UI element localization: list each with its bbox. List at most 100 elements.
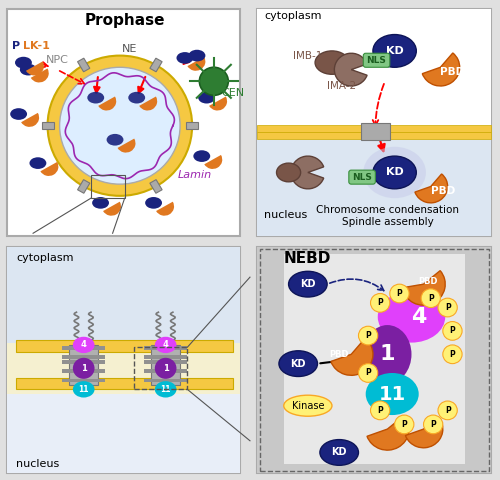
Text: Kinase: Kinase xyxy=(292,401,324,411)
Bar xyxy=(144,346,188,349)
Wedge shape xyxy=(98,96,116,110)
Ellipse shape xyxy=(15,57,32,69)
Text: IMB-1: IMB-1 xyxy=(293,50,322,60)
Bar xyxy=(144,379,188,383)
Ellipse shape xyxy=(128,92,145,104)
Wedge shape xyxy=(291,156,324,189)
Wedge shape xyxy=(415,174,448,203)
Text: 11: 11 xyxy=(160,385,171,394)
Text: Lamin: Lamin xyxy=(178,170,212,180)
Ellipse shape xyxy=(320,440,358,465)
Ellipse shape xyxy=(373,35,416,67)
Wedge shape xyxy=(334,53,367,86)
Text: 4: 4 xyxy=(162,340,168,349)
Bar xyxy=(16,340,233,352)
Text: P: P xyxy=(365,369,371,377)
Text: PBD: PBD xyxy=(440,67,464,77)
Circle shape xyxy=(390,284,409,303)
Circle shape xyxy=(394,415,414,434)
FancyBboxPatch shape xyxy=(349,170,376,184)
Text: Spindle assembly: Spindle assembly xyxy=(342,216,434,227)
Ellipse shape xyxy=(73,337,94,353)
Circle shape xyxy=(200,67,228,96)
Text: P: P xyxy=(445,303,450,312)
Ellipse shape xyxy=(315,51,349,74)
Text: 11: 11 xyxy=(78,385,89,394)
Text: PBD: PBD xyxy=(418,277,438,287)
Circle shape xyxy=(443,345,462,364)
Ellipse shape xyxy=(92,197,109,209)
Wedge shape xyxy=(367,416,409,450)
Text: 4: 4 xyxy=(81,340,86,349)
Text: KD: KD xyxy=(300,279,316,289)
Circle shape xyxy=(424,415,443,434)
Ellipse shape xyxy=(155,381,176,397)
Ellipse shape xyxy=(73,381,94,397)
Ellipse shape xyxy=(106,134,124,145)
Text: P: P xyxy=(450,350,456,359)
Text: Prophase: Prophase xyxy=(84,13,165,28)
Ellipse shape xyxy=(378,291,445,343)
Bar xyxy=(62,346,106,349)
Wedge shape xyxy=(139,96,157,110)
Ellipse shape xyxy=(284,395,332,416)
Wedge shape xyxy=(118,139,136,153)
Bar xyxy=(144,370,188,373)
Wedge shape xyxy=(31,69,49,83)
Text: NE: NE xyxy=(122,44,137,54)
Text: 11: 11 xyxy=(378,384,406,404)
Ellipse shape xyxy=(176,52,194,64)
Ellipse shape xyxy=(155,337,176,353)
Circle shape xyxy=(421,289,440,308)
Text: NEBD: NEBD xyxy=(284,251,331,266)
Ellipse shape xyxy=(366,373,418,415)
Bar xyxy=(78,58,90,72)
Bar xyxy=(6,343,240,394)
Text: 4: 4 xyxy=(411,307,426,327)
Text: 1: 1 xyxy=(81,364,86,373)
Wedge shape xyxy=(209,96,227,110)
Text: P: P xyxy=(378,299,383,307)
Bar xyxy=(144,360,188,364)
Ellipse shape xyxy=(194,150,210,162)
Bar xyxy=(78,180,90,193)
Ellipse shape xyxy=(30,157,46,169)
Bar xyxy=(134,347,188,389)
Bar xyxy=(257,124,491,132)
Ellipse shape xyxy=(373,156,416,189)
Bar xyxy=(361,123,390,140)
Ellipse shape xyxy=(10,108,27,120)
Text: NLS: NLS xyxy=(352,173,372,181)
Text: ΚD: ΚD xyxy=(332,447,347,457)
Text: PBD: PBD xyxy=(430,186,455,196)
Wedge shape xyxy=(402,271,445,305)
Text: P: P xyxy=(365,331,371,340)
Bar xyxy=(257,133,491,236)
Circle shape xyxy=(370,401,390,420)
Bar xyxy=(144,356,188,359)
Text: P: P xyxy=(402,420,407,429)
Ellipse shape xyxy=(48,56,192,196)
Bar xyxy=(186,122,198,129)
Ellipse shape xyxy=(188,50,206,61)
Text: P: P xyxy=(450,326,456,336)
Text: P: P xyxy=(12,41,20,51)
Ellipse shape xyxy=(20,64,36,75)
Bar xyxy=(257,9,491,133)
FancyBboxPatch shape xyxy=(6,9,240,236)
Bar xyxy=(42,122,54,129)
Ellipse shape xyxy=(198,92,215,104)
Bar xyxy=(6,247,240,347)
Text: NPC: NPC xyxy=(46,55,68,65)
Wedge shape xyxy=(204,155,222,169)
Circle shape xyxy=(370,293,390,312)
Text: P: P xyxy=(378,406,383,415)
Text: cytoplasm: cytoplasm xyxy=(16,253,74,264)
Wedge shape xyxy=(331,338,373,375)
Bar xyxy=(257,132,491,139)
Wedge shape xyxy=(103,202,121,216)
Bar xyxy=(69,345,98,384)
Bar xyxy=(62,379,106,383)
Circle shape xyxy=(438,298,458,317)
Wedge shape xyxy=(40,162,58,176)
